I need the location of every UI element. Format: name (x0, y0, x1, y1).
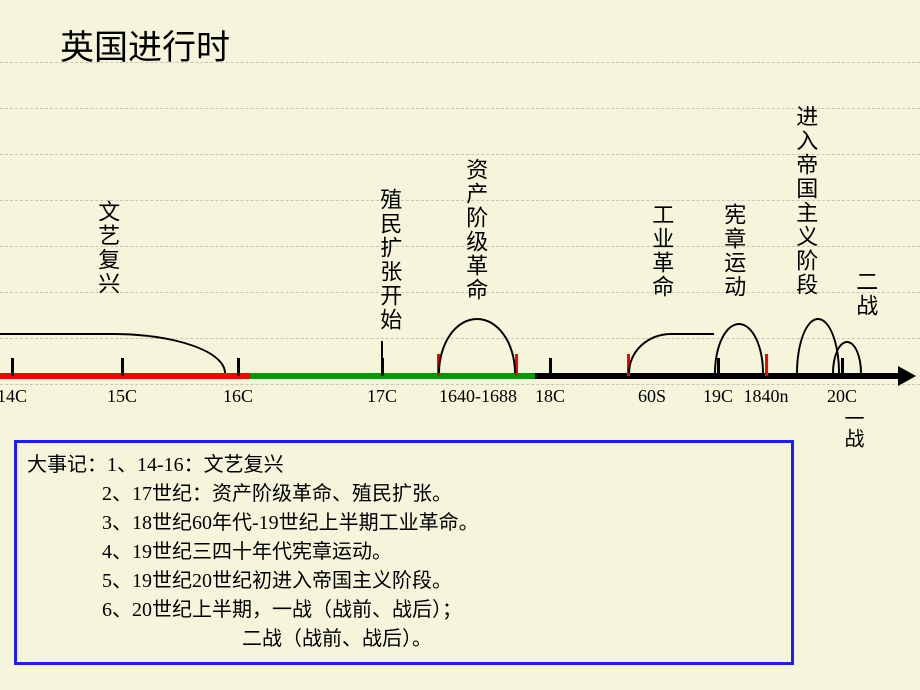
tick-label: 19C (703, 386, 733, 407)
legend-line: 3、18世纪60年代-19世纪上半期工业革命。 (27, 509, 781, 538)
event-label: 宪章运动 (721, 203, 745, 299)
tick-label: 60S (638, 386, 666, 407)
arc (714, 323, 764, 373)
event-label: 文艺复兴 (95, 200, 119, 296)
legend-box: 大事记：1、14-16：文艺复兴 2、17世纪：资产阶级革命、殖民扩张。 3、1… (14, 440, 794, 665)
page-title: 英国进行时 (60, 20, 230, 69)
legend-line: 二战（战前、战后）。 (27, 625, 781, 654)
tick-label: 17C (367, 386, 397, 407)
legend-line: 大事记：1、14-16：文艺复兴 (27, 451, 781, 480)
legend-line: 6、20世纪上半期，一战（战前、战后）； (27, 596, 781, 625)
dash-line (0, 108, 920, 109)
timeline-arrowhead (898, 366, 916, 386)
dash-line (0, 246, 920, 247)
timeline-segment (0, 373, 250, 379)
arc (628, 333, 714, 373)
tick-label: 20C (827, 386, 857, 407)
legend-line: 2、17世纪：资产阶级革命、殖民扩张。 (27, 480, 781, 509)
dash-line (0, 384, 920, 385)
tick-label: 18C (535, 386, 565, 407)
event-label: 二战 (853, 270, 877, 318)
tick-label: 15C (107, 386, 137, 407)
event-label: 工业革命 (649, 203, 673, 299)
tick-label: 14C (0, 386, 27, 407)
event-label: 殖民扩张开始 (377, 188, 401, 332)
arc (0, 333, 226, 373)
event-label: 资产阶级革命 (463, 158, 487, 302)
dash-line (0, 292, 920, 293)
tick-mark (765, 354, 768, 376)
tick-label: 1840n (744, 386, 789, 407)
arc (438, 318, 516, 373)
dash-line (0, 154, 920, 155)
event-label: 进入帝国主义阶段 (793, 105, 817, 297)
legend-line: 5、19世纪20世纪初进入帝国主义阶段。 (27, 567, 781, 596)
label-yizhan: 一战 (838, 408, 867, 448)
legend-line: 4、19世纪三四十年代宪章运动。 (27, 538, 781, 567)
tick-mark (549, 358, 552, 376)
tick-label: 16C (223, 386, 253, 407)
tick-mark (237, 358, 240, 376)
dash-line (0, 200, 920, 201)
arc-stem (381, 341, 383, 376)
timeline-segment (250, 373, 535, 379)
tick-label: 1640-1688 (439, 386, 517, 407)
